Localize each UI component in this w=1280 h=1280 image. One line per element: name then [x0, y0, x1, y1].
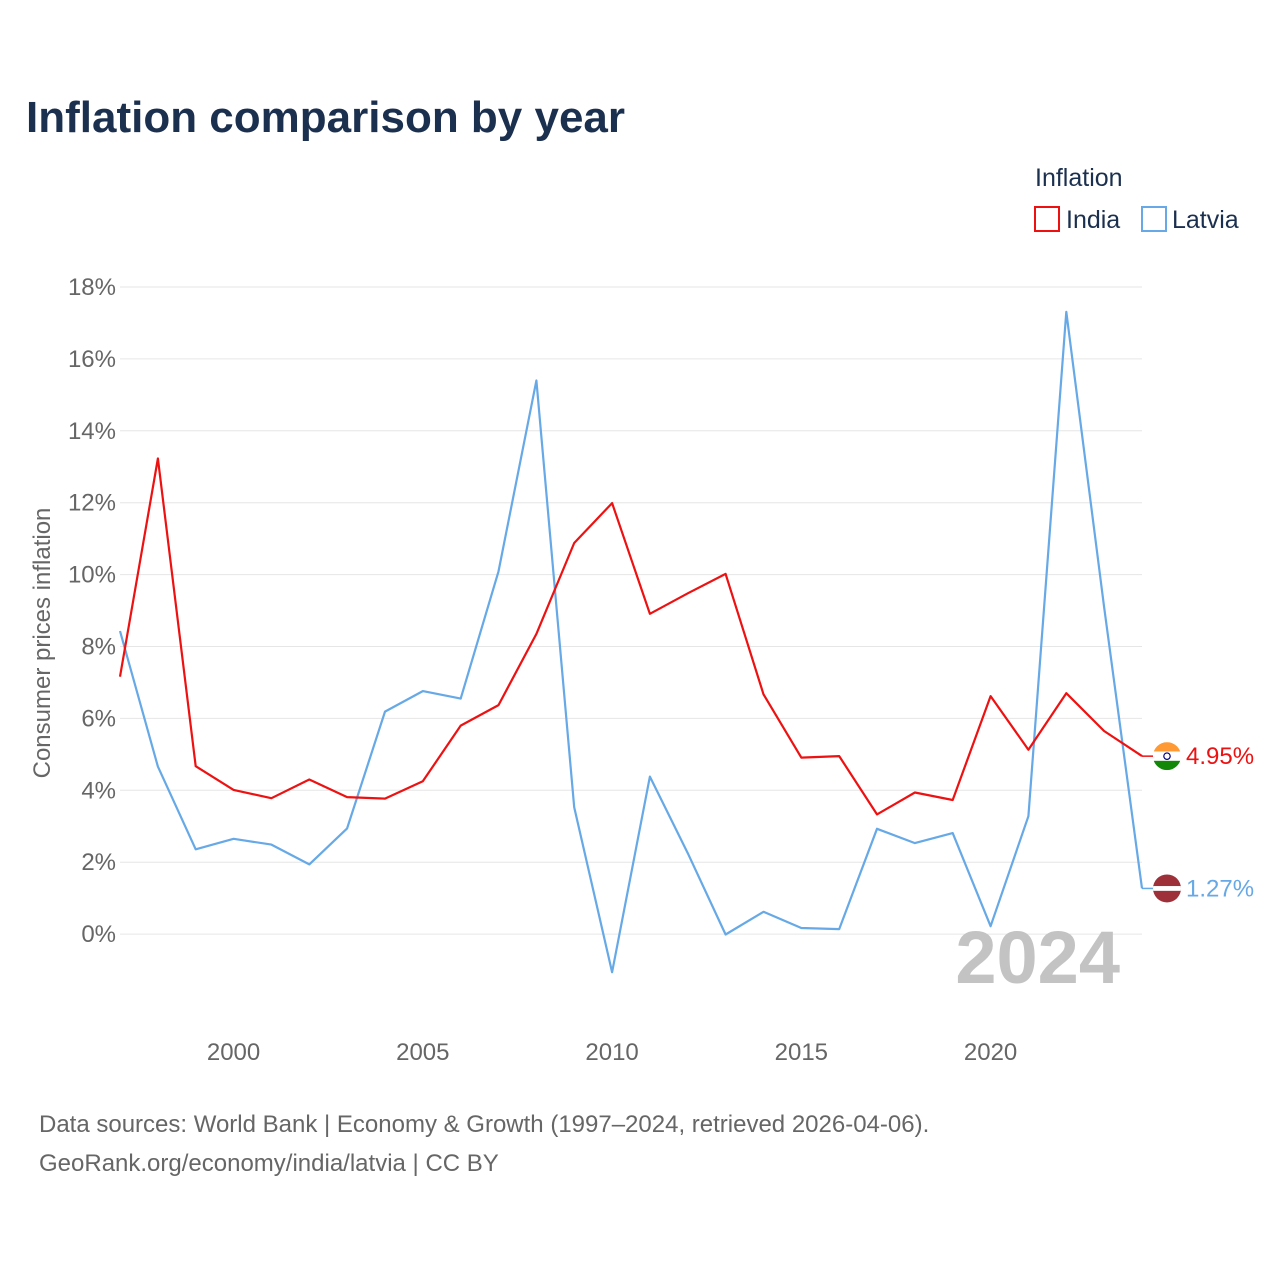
legend-title: Inflation	[1035, 164, 1123, 192]
legend-label-latvia: Latvia	[1172, 206, 1239, 234]
y-tick-label: 4%	[81, 777, 116, 804]
legend-swatch-latvia	[1141, 206, 1167, 232]
series-line-india	[118, 457, 1143, 816]
y-axis-ticks: 0% 2% 4% 6% 8% 10% 12% 14% 16% 18%	[68, 274, 116, 948]
chart-title: Inflation comparison by year	[26, 93, 625, 142]
legend-swatch-india	[1034, 206, 1060, 232]
x-axis-ticks: 2000 2005 2010 2015 2020	[207, 1039, 1017, 1066]
year-watermark: 2024	[955, 916, 1120, 999]
source-line-1: Data sources: World Bank | Economy & Gro…	[39, 1111, 929, 1138]
india-flag-icon	[1153, 742, 1181, 771]
x-tick-label: 2010	[585, 1039, 638, 1066]
legend-item-india[interactable]: India	[1034, 206, 1120, 234]
legend: Inflation India Latvia	[1034, 164, 1239, 234]
y-tick-label: 14%	[68, 418, 116, 445]
legend-label-india: India	[1066, 206, 1120, 234]
y-tick-label: 12%	[68, 490, 116, 517]
source-line-2[interactable]: GeoRank.org/economy/india/latvia | CC BY	[39, 1150, 499, 1177]
x-tick-label: 2000	[207, 1039, 260, 1066]
legend-item-latvia[interactable]: Latvia	[1141, 206, 1239, 234]
y-tick-label: 10%	[68, 562, 116, 589]
y-tick-label: 8%	[81, 634, 116, 661]
latvia-flag-icon	[1153, 874, 1181, 903]
y-tick-label: 18%	[68, 274, 116, 301]
y-axis-label: Consumer prices inflation	[29, 508, 56, 779]
y-tick-label: 0%	[81, 921, 116, 948]
end-labels: 4.95% 1.27%	[1142, 742, 1254, 903]
series-line-latvia	[118, 310, 1144, 974]
y-tick-label: 16%	[68, 346, 116, 373]
end-label-india: 4.95%	[1186, 743, 1254, 770]
grid-lines	[120, 286, 1142, 935]
series-lines	[118, 310, 1144, 974]
x-tick-label: 2020	[964, 1039, 1017, 1066]
y-tick-label: 2%	[81, 849, 116, 876]
x-tick-label: 2005	[396, 1039, 449, 1066]
x-tick-label: 2015	[775, 1039, 828, 1066]
y-tick-label: 6%	[81, 705, 116, 732]
end-label-latvia: 1.27%	[1186, 875, 1254, 902]
